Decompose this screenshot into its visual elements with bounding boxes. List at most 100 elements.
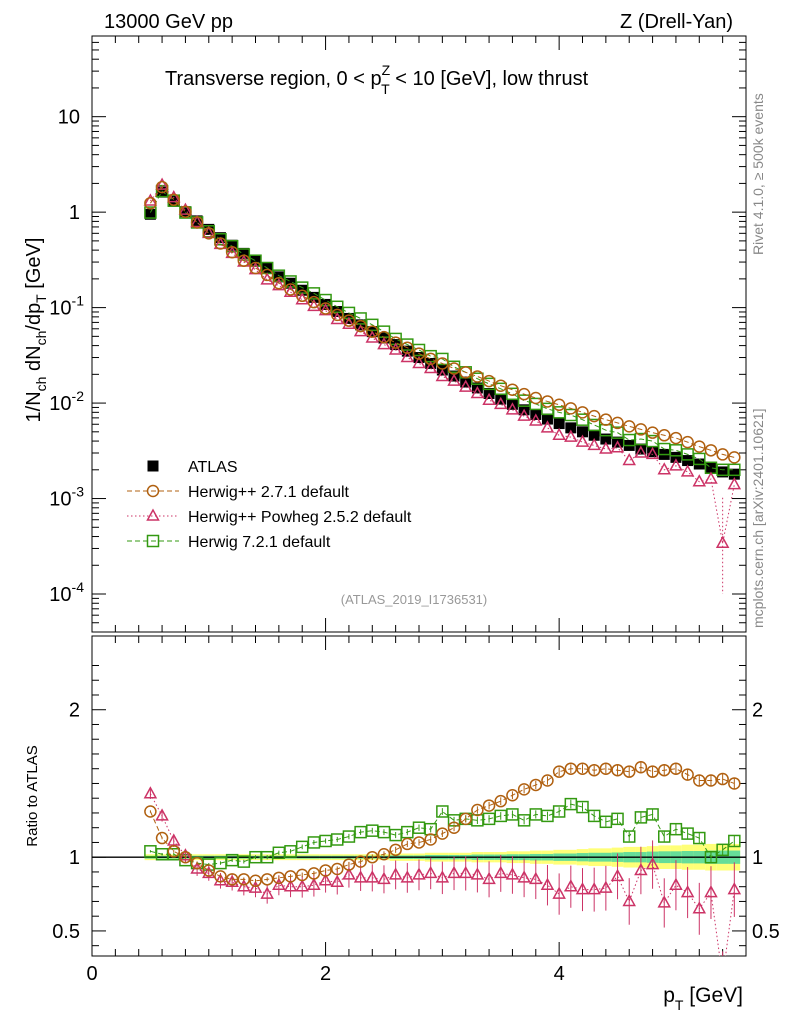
main-point xyxy=(577,426,588,438)
main-point xyxy=(611,416,624,430)
ratio-point xyxy=(331,862,344,876)
ratio-point xyxy=(202,864,216,877)
ratio-point xyxy=(283,879,298,892)
main-y-tick-label: 10-3 xyxy=(49,484,84,511)
ratio-point xyxy=(634,862,648,876)
main-point xyxy=(226,239,238,251)
main-point xyxy=(587,409,601,423)
main-point xyxy=(693,440,706,453)
main-point xyxy=(541,413,553,425)
main-point xyxy=(610,440,625,453)
main-series-line xyxy=(149,186,735,458)
ratio-point xyxy=(237,873,251,886)
ratio-point xyxy=(295,868,309,882)
ratio-point xyxy=(669,762,683,775)
ratio-point xyxy=(575,882,590,895)
legend-label: Herwig++ Powheg 2.5.2 default xyxy=(188,509,412,526)
main-point xyxy=(704,471,718,484)
main-point xyxy=(599,413,613,426)
ratio-point xyxy=(213,873,228,886)
ratio-point xyxy=(412,867,426,880)
main-point xyxy=(342,314,356,327)
main-point xyxy=(155,177,169,190)
main-point xyxy=(273,271,285,283)
main-point xyxy=(167,193,180,206)
ratio-point xyxy=(622,830,636,843)
main-point xyxy=(388,342,403,355)
main-point xyxy=(727,477,742,490)
ratio-point xyxy=(552,805,566,818)
main-point xyxy=(459,366,472,379)
ratio-point xyxy=(330,874,345,888)
ratio-point xyxy=(248,880,263,893)
ratio-point xyxy=(658,763,671,777)
ratio-point xyxy=(728,777,741,790)
main-point xyxy=(238,247,250,259)
main-point xyxy=(588,429,600,441)
main-point xyxy=(622,452,636,466)
ratio-point xyxy=(260,886,274,899)
main-point xyxy=(622,420,636,433)
main-point xyxy=(669,458,683,471)
main-axes: 10-4 10-3 10-2 10-1 1 10 xyxy=(49,35,746,956)
ratio-point xyxy=(552,765,566,778)
main-point xyxy=(529,391,543,405)
x-tick-label: 2 xyxy=(320,963,331,985)
ratio-axes: 0 2 4 0.5 0.5 1 1 2 2 xyxy=(52,664,780,985)
main-point xyxy=(307,298,321,312)
main-point xyxy=(728,451,741,464)
legend-label: Herwig 7.2.1 default xyxy=(188,534,331,551)
ratio-point xyxy=(167,845,180,858)
main-series-group xyxy=(143,177,742,595)
ratio-point xyxy=(658,830,671,843)
main-point xyxy=(342,316,356,329)
ratio-point xyxy=(144,805,157,818)
main-point xyxy=(494,379,507,392)
main-point xyxy=(272,278,286,291)
analysis-id-label: (ATLAS_2019_I1736531) xyxy=(341,592,487,607)
main-point xyxy=(669,431,683,445)
ratio-point xyxy=(377,847,391,861)
main-point xyxy=(260,268,274,282)
main-point xyxy=(436,357,449,370)
ratio-point xyxy=(436,827,449,840)
main-point xyxy=(237,254,251,267)
ratio-point xyxy=(680,885,695,898)
main-point xyxy=(400,349,415,363)
ratio-point xyxy=(435,870,450,883)
ratio-point xyxy=(717,972,728,982)
ratio-point xyxy=(587,763,601,777)
main-point xyxy=(565,422,577,434)
main-point xyxy=(471,370,484,383)
main-point xyxy=(540,420,555,433)
ratio-point xyxy=(389,843,402,857)
main-point xyxy=(190,214,204,228)
ratio-series-group xyxy=(143,760,742,982)
ratio-point xyxy=(506,789,519,802)
main-point xyxy=(482,374,496,388)
ratio-point xyxy=(540,877,555,890)
ratio-point xyxy=(307,877,321,890)
ratio-point xyxy=(388,867,403,880)
ratio-plot-frame xyxy=(91,635,747,957)
ratio-series-line xyxy=(150,803,735,866)
main-point xyxy=(295,289,309,303)
ratio-point xyxy=(482,799,496,812)
main-point xyxy=(564,429,578,442)
main-point xyxy=(225,246,239,259)
ratio-point xyxy=(517,783,531,796)
ratio-point xyxy=(611,812,624,826)
main-y-tick-label: 1 xyxy=(69,202,80,224)
main-point xyxy=(670,451,682,463)
main-point xyxy=(330,311,345,325)
ratio-point xyxy=(471,803,484,817)
ratio-point xyxy=(587,882,601,895)
legend-marker xyxy=(146,484,160,498)
ratio-point xyxy=(249,874,262,888)
main-point xyxy=(611,426,624,439)
ratio-point xyxy=(237,879,251,892)
energy-label: 13000 GeV pp xyxy=(104,11,233,33)
ratio-point xyxy=(517,870,531,883)
main-point xyxy=(458,379,473,392)
main-point xyxy=(354,319,367,333)
